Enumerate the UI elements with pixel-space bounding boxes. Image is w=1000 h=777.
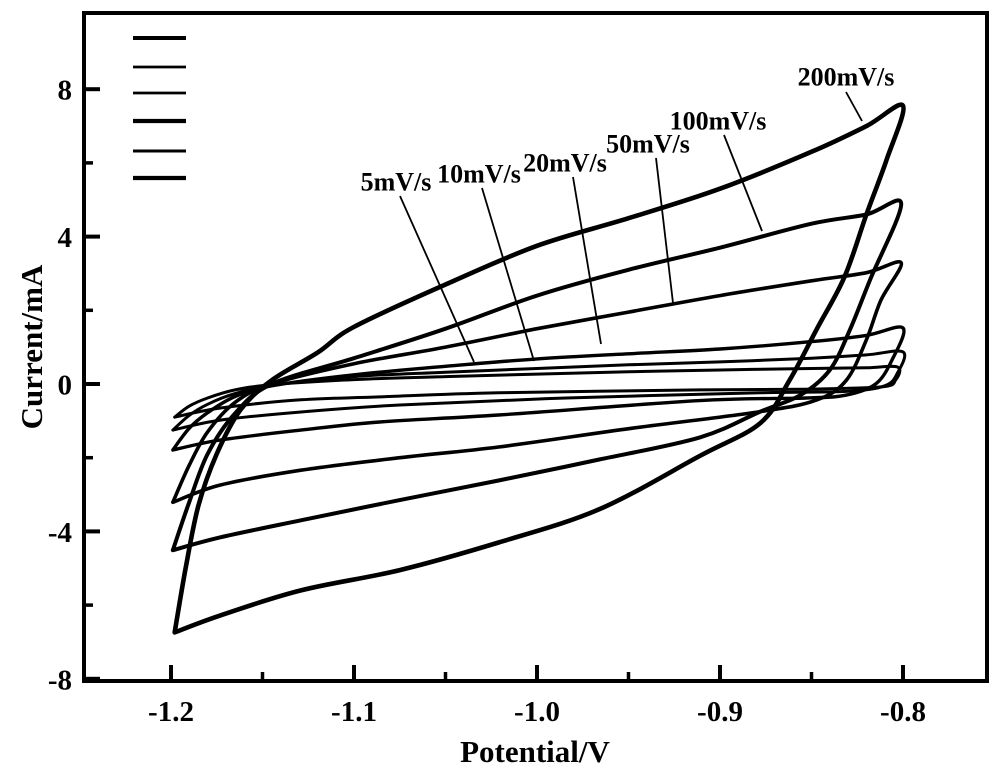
scan-rate-label: 200mV/s: [798, 63, 895, 92]
x-tick-label: -1.2: [148, 696, 194, 728]
plot-border: [82, 11, 989, 683]
leader-line: [845, 91, 863, 122]
x-tick-label: -0.9: [697, 696, 743, 728]
tick-labels: -1.2 -1.1 -1.0 -0.9 -0.8 -8 -4 0 4 8: [48, 75, 926, 728]
x-tick-label: -1.0: [514, 696, 560, 728]
axis-ticks: [84, 87, 905, 681]
x-axis-label: Potential/V: [460, 734, 610, 769]
scan-rate-label: 50mV/s: [606, 130, 690, 159]
x-tick-label: -1.1: [331, 696, 377, 728]
leader-line: [481, 187, 535, 362]
cv-curve-20mV/s: [171, 325, 906, 452]
y-tick-label: 4: [58, 222, 73, 254]
y-tick-label: -8: [48, 664, 72, 696]
cv-curves: [170, 102, 907, 635]
cv-curve-50mV/s: [171, 259, 904, 505]
cv-curve-200mV/s: [172, 102, 906, 635]
x-tick-label: -0.8: [880, 696, 926, 728]
leader-line: [723, 134, 763, 232]
leader-line: [655, 157, 674, 304]
y-tick-label: 0: [58, 370, 73, 402]
y-axis-label: Current/mA: [14, 264, 49, 429]
legend-lines: [133, 36, 186, 181]
leader-line: [572, 176, 602, 345]
y-tick-label: -4: [48, 517, 72, 549]
cv-curve-100mV/s: [170, 198, 904, 553]
plot-frame: [82, 11, 989, 683]
y-tick-label: 8: [58, 75, 73, 107]
scan-rate-label: 10mV/s: [437, 160, 521, 189]
scan-rate-label: 20mV/s: [523, 149, 607, 178]
scan-rate-label: 100mV/s: [670, 107, 767, 136]
leader-line: [399, 195, 475, 363]
scan-rate-label: 5mV/s: [361, 168, 432, 197]
